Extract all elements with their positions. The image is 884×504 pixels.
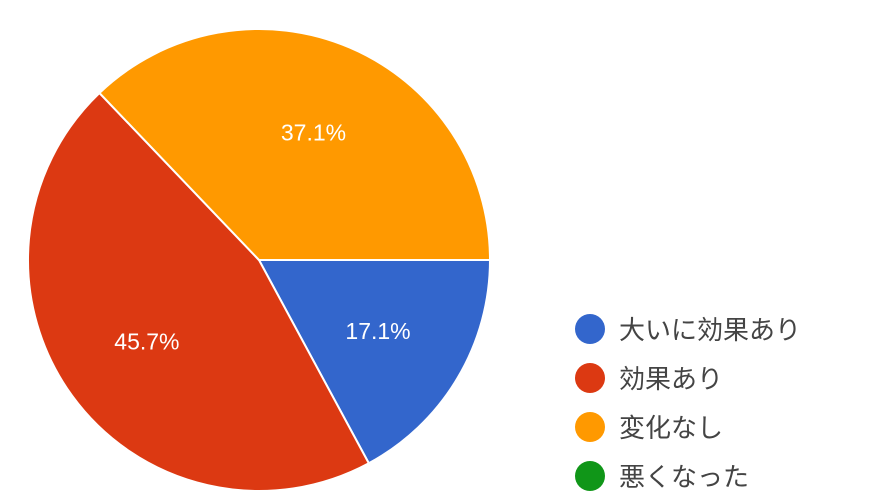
legend-label: 効果あり xyxy=(619,365,723,395)
legend-swatch xyxy=(575,461,605,491)
legend-item[interactable]: 効果あり xyxy=(575,363,723,395)
legend-item[interactable]: 大いに効果あり xyxy=(575,314,801,346)
slice-data-label: 17.1% xyxy=(345,318,410,344)
legend-swatch xyxy=(575,363,605,393)
legend-item[interactable]: 悪くなった xyxy=(575,461,749,493)
legend-swatch xyxy=(575,412,605,442)
pie-slice[interactable] xyxy=(257,259,492,465)
legend-item[interactable]: 変化なし xyxy=(575,412,723,444)
legend-swatch xyxy=(575,314,605,344)
legend-label: 悪くなった xyxy=(619,463,749,493)
legend-label: 大いに効果あり xyxy=(619,316,801,346)
slice-data-label: 37.1% xyxy=(281,120,346,146)
pie-slice[interactable] xyxy=(27,91,371,492)
slice-data-label: 45.7% xyxy=(114,329,179,355)
pie-slice[interactable] xyxy=(98,28,492,261)
legend-label: 変化なし xyxy=(619,414,723,444)
